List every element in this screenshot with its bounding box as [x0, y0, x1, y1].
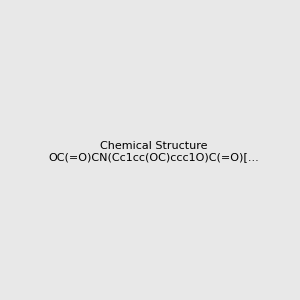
- Text: Chemical Structure
OC(=O)CN(Cc1cc(OC)ccc1O)C(=O)[...: Chemical Structure OC(=O)CN(Cc1cc(OC)ccc…: [48, 141, 259, 162]
